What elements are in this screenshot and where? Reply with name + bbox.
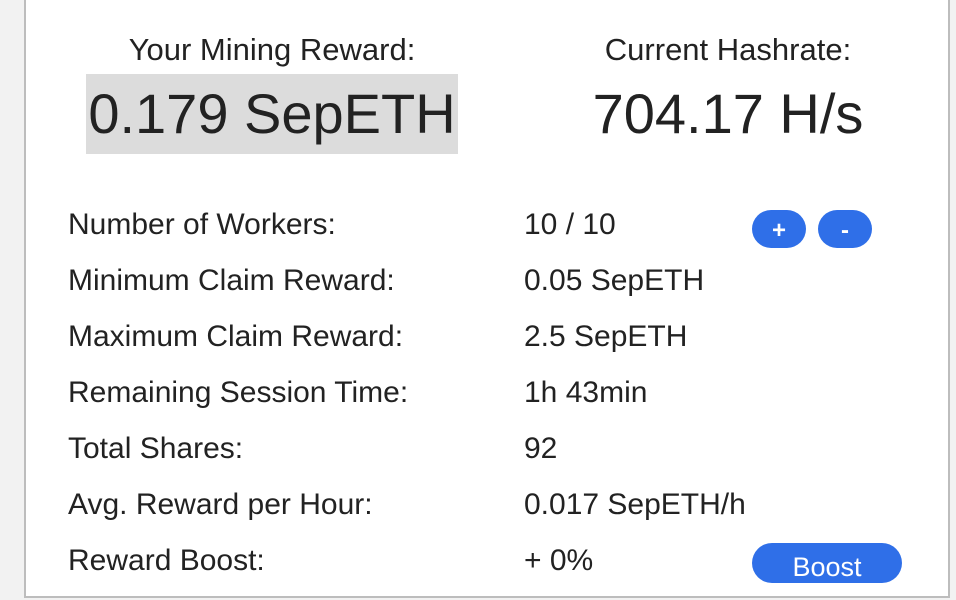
session-time-row: Remaining Session Time: 1h 43min	[68, 365, 928, 421]
reward-boost-row: Reward Boost: + 0% Boost	[68, 533, 928, 589]
total-shares-row: Total Shares: 92	[68, 421, 928, 477]
session-time-label: Remaining Session Time:	[68, 376, 409, 409]
hashrate-stat: Current Hashrate: 704.17 H/s	[528, 28, 928, 154]
mining-status-panel: Your Mining Reward: 0.179 SepETH Current…	[24, 0, 950, 598]
workers-label: Number of Workers:	[68, 208, 336, 241]
reward-boost-value: + 0%	[524, 544, 594, 577]
add-worker-button[interactable]: +	[752, 210, 806, 248]
session-time-value: 1h 43min	[524, 376, 648, 409]
mining-reward-stat: Your Mining Reward: 0.179 SepETH	[72, 28, 472, 154]
workers-row: Number of Workers: 10 / 10 + -	[68, 197, 928, 253]
total-shares-value: 92	[524, 432, 558, 465]
mining-reward-value: 0.179 SepETH	[86, 74, 458, 154]
total-shares-label: Total Shares:	[68, 432, 244, 465]
hashrate-value: 704.17 H/s	[592, 82, 864, 145]
hashrate-label: Current Hashrate:	[604, 32, 852, 67]
left-page-margin	[0, 0, 8, 600]
avg-reward-row: Avg. Reward per Hour: 0.017 SepETH/h	[68, 477, 928, 533]
min-claim-label: Minimum Claim Reward:	[68, 264, 395, 297]
mining-reward-label: Your Mining Reward:	[128, 32, 416, 67]
max-claim-value: 2.5 SepETH	[524, 320, 688, 353]
max-claim-label: Maximum Claim Reward:	[68, 320, 404, 353]
remove-worker-button[interactable]: -	[818, 210, 872, 248]
boost-button[interactable]: Boost	[752, 543, 902, 583]
min-claim-value: 0.05 SepETH	[524, 264, 705, 297]
max-claim-row: Maximum Claim Reward: 2.5 SepETH	[68, 309, 928, 365]
min-claim-row: Minimum Claim Reward: 0.05 SepETH	[68, 253, 928, 309]
reward-boost-label: Reward Boost:	[68, 544, 265, 577]
avg-reward-value: 0.017 SepETH/h	[524, 488, 746, 521]
avg-reward-label: Avg. Reward per Hour:	[68, 488, 373, 521]
workers-value: 10 / 10	[524, 208, 616, 241]
